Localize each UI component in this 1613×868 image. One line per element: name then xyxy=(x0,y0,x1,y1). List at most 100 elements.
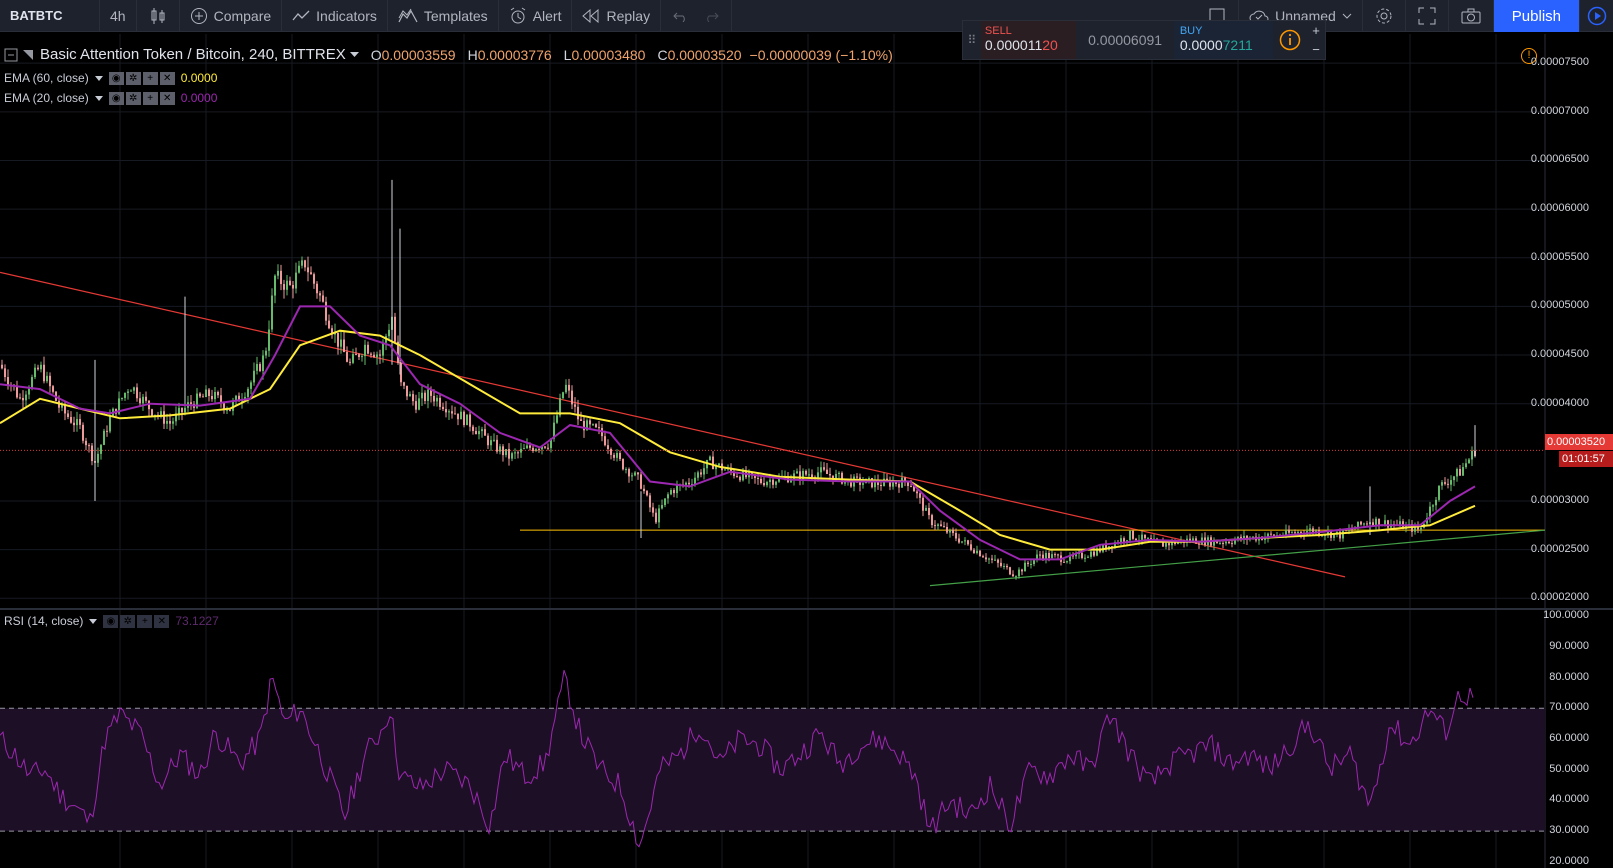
buy-sell-panel: ⠿ SELL 0.00001120 0.00006091 BUY 0.00007… xyxy=(962,20,1326,60)
symbol-search[interactable]: BATBTC xyxy=(0,0,100,32)
candle-body xyxy=(475,430,477,435)
candle-body xyxy=(235,395,237,402)
indicator-ema60[interactable]: EMA (60, close) ◉ ✲ + ✕ 0.0000 xyxy=(4,71,217,85)
candle-body xyxy=(661,505,663,509)
candle-body xyxy=(76,419,78,426)
candle-body xyxy=(826,469,828,474)
indicator-ema20[interactable]: EMA (20, close) ◉ ✲ + ✕ 0.0000 xyxy=(4,91,217,105)
candle-body xyxy=(643,488,645,492)
candle-body xyxy=(469,414,471,427)
close-icon[interactable]: ✕ xyxy=(159,71,175,85)
rsi-controls: ◉ ✲ + ✕ xyxy=(103,614,170,628)
candle-body xyxy=(1366,523,1368,525)
candle-body xyxy=(589,420,591,425)
indicator-controls: ◉ ✲ + ✕ xyxy=(108,71,175,85)
gear-icon[interactable]: ✲ xyxy=(125,91,141,105)
snapshot-button[interactable] xyxy=(1449,0,1494,32)
candle-body xyxy=(871,478,873,488)
eye-icon[interactable]: ◉ xyxy=(108,91,124,105)
candle-body xyxy=(700,472,702,475)
candle-body xyxy=(247,388,249,397)
candle-body xyxy=(1057,554,1059,556)
plus-icon[interactable]: + xyxy=(142,71,158,85)
collapse-icon[interactable] xyxy=(4,48,18,62)
minus-icon[interactable]: − xyxy=(1312,42,1320,57)
candle-body xyxy=(1453,476,1455,481)
close-icon[interactable]: ✕ xyxy=(154,614,170,628)
candle-body xyxy=(1267,533,1269,538)
indicators-button[interactable]: Indicators xyxy=(282,0,388,32)
info-button[interactable] xyxy=(1273,21,1307,59)
candle-body xyxy=(91,445,93,462)
gear-icon[interactable]: ✲ xyxy=(125,71,141,85)
candle-body xyxy=(598,427,600,429)
candle-body xyxy=(1225,541,1227,544)
candle-body xyxy=(448,411,450,413)
candle-body xyxy=(148,400,150,410)
candle-body xyxy=(1459,469,1461,476)
undo-button[interactable] xyxy=(661,0,733,32)
interval-selector[interactable]: 4h xyxy=(100,0,137,32)
candle-body xyxy=(967,540,969,545)
candle-body xyxy=(208,389,210,397)
candle-body xyxy=(1135,538,1137,541)
plus-icon[interactable]: + xyxy=(142,91,158,105)
candle-body xyxy=(559,398,561,416)
caret-down-icon[interactable] xyxy=(89,618,98,624)
candle-body xyxy=(1141,534,1143,540)
candle-body xyxy=(763,482,765,486)
candle-body xyxy=(553,422,555,439)
eye-icon[interactable]: ◉ xyxy=(108,71,124,85)
plus-icon[interactable]: + xyxy=(137,614,153,628)
price-axis-label: 0.00004000 xyxy=(1530,396,1589,409)
caret-down-icon[interactable] xyxy=(94,75,103,81)
candle-body xyxy=(1171,541,1173,546)
candle-body xyxy=(577,406,579,420)
play-button[interactable] xyxy=(1579,0,1613,32)
alert-button[interactable]: Alert xyxy=(499,0,573,32)
drag-handle-icon[interactable]: ⠿ xyxy=(967,33,977,47)
fullscreen-button[interactable] xyxy=(1406,0,1449,32)
candle-body xyxy=(433,395,435,402)
candle-body xyxy=(880,484,882,486)
redo-icon[interactable] xyxy=(703,10,719,22)
eye-icon[interactable]: ◉ xyxy=(103,614,119,628)
close-icon[interactable]: ✕ xyxy=(159,91,175,105)
symbol-title[interactable]: Basic Attention Token / Bitcoin, 240, BI… xyxy=(40,46,346,63)
sell-button[interactable]: SELL 0.00001120 xyxy=(980,21,1077,59)
candle-body xyxy=(388,329,390,337)
plus-icon[interactable]: + xyxy=(1312,23,1320,38)
replay-label: Replay xyxy=(606,7,651,24)
candle-body xyxy=(313,274,315,284)
candle-body xyxy=(724,469,726,471)
replay-button[interactable]: Replay xyxy=(572,0,662,32)
caret-down-icon[interactable] xyxy=(349,51,359,58)
candle-body xyxy=(856,476,858,478)
publish-button[interactable]: Publish xyxy=(1493,0,1579,32)
candle-body xyxy=(1144,534,1146,539)
rsi-legend[interactable]: RSI (14, close) ◉ ✲ + ✕ 73.1227 xyxy=(4,614,219,628)
gear-icon[interactable]: ✲ xyxy=(120,614,136,628)
warning-icon[interactable]: ! xyxy=(1521,48,1537,64)
candle-body xyxy=(673,490,675,494)
candle-body xyxy=(607,445,609,450)
rsi-axis-label: 20.0000 xyxy=(1549,854,1589,867)
caret-down-icon[interactable] xyxy=(94,95,103,101)
candle-body xyxy=(913,486,915,492)
templates-button[interactable]: Templates xyxy=(388,0,499,32)
rsi-axis-label: 40.0000 xyxy=(1549,793,1589,806)
chart-type-button[interactable] xyxy=(137,0,180,32)
candle-body xyxy=(757,477,759,479)
candle-body xyxy=(97,453,99,463)
compare-button[interactable]: Compare xyxy=(180,0,283,32)
candle-body xyxy=(304,260,306,268)
price-axis-label: 0.00005500 xyxy=(1530,250,1589,263)
indicator-label: EMA (60, close) xyxy=(4,71,89,85)
settings-button[interactable] xyxy=(1363,0,1406,32)
buy-button[interactable]: BUY 0.00007211 xyxy=(1173,21,1274,59)
candle-body xyxy=(283,284,285,290)
candle-body xyxy=(451,411,453,414)
candle-body xyxy=(574,404,576,407)
candle-body xyxy=(937,524,939,526)
